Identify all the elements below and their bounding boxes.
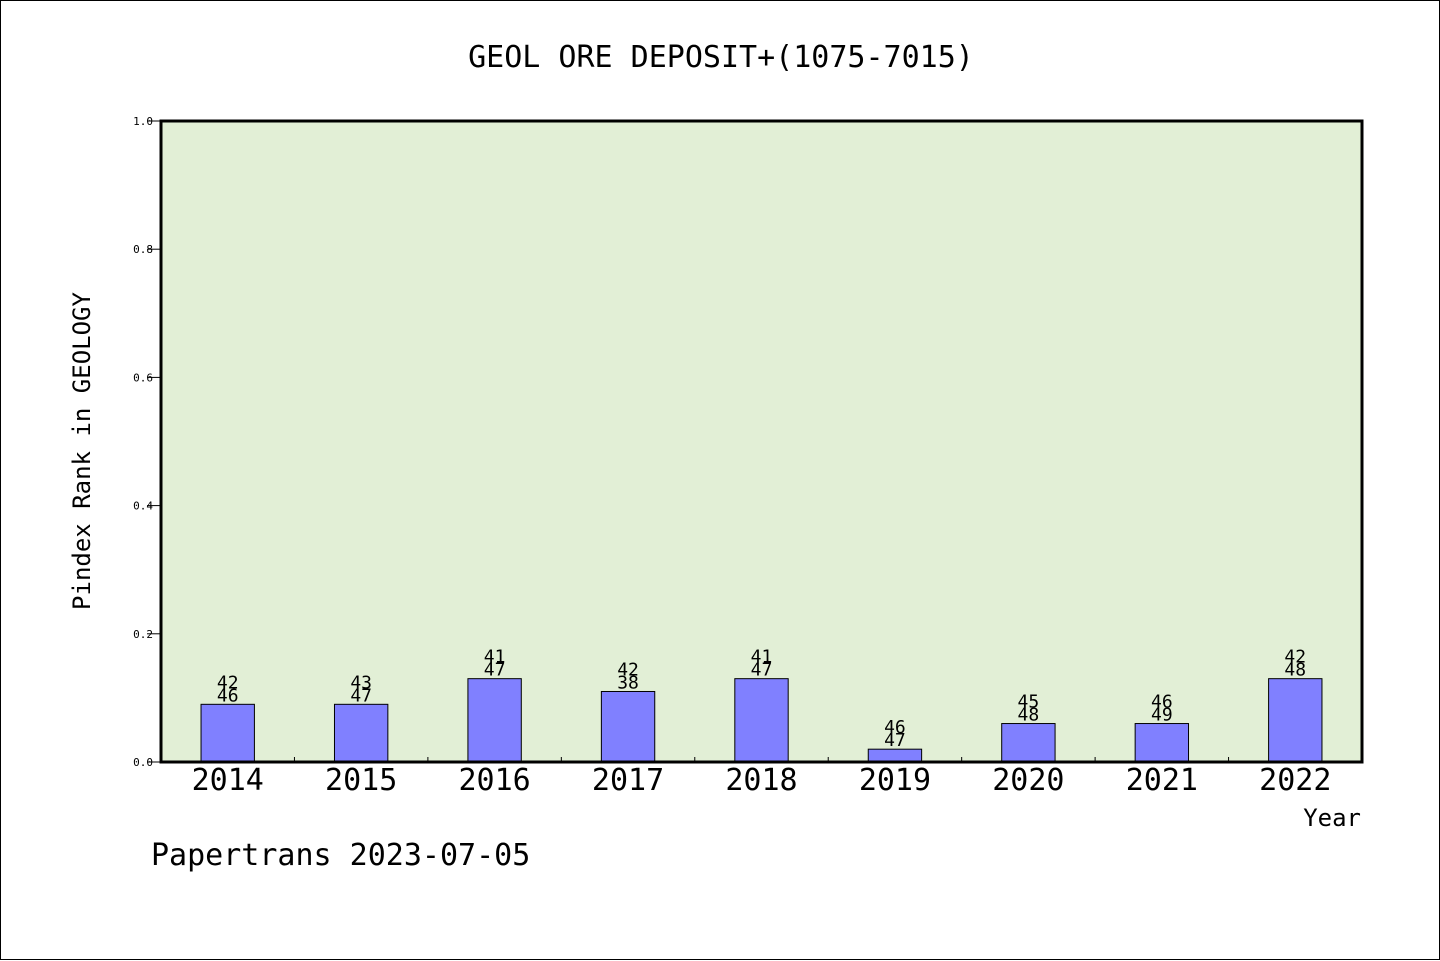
footer-credit: Papertrans 2023-07-05 (151, 838, 530, 873)
bar-label-top-2017: 42 (617, 659, 639, 680)
y-tick-label: 0.2 (133, 628, 153, 641)
x-tick-label-2019: 2019 (859, 763, 931, 798)
bar-label-top-2018: 41 (751, 647, 773, 668)
bar-2020 (1001, 723, 1056, 763)
plot-background (161, 121, 1362, 762)
x-tick-label-2021: 2021 (1126, 763, 1198, 798)
x-tick-label-2020: 2020 (992, 763, 1064, 798)
bar-label-top-2021: 46 (1151, 692, 1173, 713)
bar-label-top-2014: 42 (217, 672, 239, 693)
chart-title: GEOL ORE DEPOSIT+(1075-7015) (468, 40, 974, 75)
bar-label-top-2015: 43 (350, 672, 372, 693)
bar-label-top-2019: 46 (884, 717, 906, 738)
x-tick-label-2022: 2022 (1259, 763, 1331, 798)
bar-label-bottom-2019: 47 (884, 730, 906, 751)
bar-label-bottom-2022: 48 (1284, 660, 1306, 681)
bar-label-top-2020: 45 (1018, 692, 1040, 713)
bar-2022 (1268, 678, 1323, 763)
y-axis-label: Pindex Rank in GEOLOGY (68, 292, 96, 610)
y-tick-label: 0.6 (133, 371, 153, 384)
bar-2015 (333, 703, 389, 763)
bar-label-top-2022: 42 (1284, 647, 1306, 668)
x-tick-label-2017: 2017 (592, 763, 664, 798)
x-axis-label: Year (1303, 804, 1361, 832)
bar-label-bottom-2020: 48 (1018, 705, 1040, 726)
plot-border (159, 119, 1364, 764)
bar-label-bottom-2018: 47 (751, 660, 773, 681)
y-tick-label: 0.0 (133, 756, 153, 769)
x-tick-label-2015: 2015 (325, 763, 397, 798)
bar-2016 (467, 678, 522, 763)
bar-2018 (734, 678, 789, 763)
y-tick-label: 0.8 (133, 243, 153, 256)
y-tick-label: 1.0 (133, 115, 153, 128)
y-tick-label: 0.4 (133, 500, 153, 513)
bar-label-bottom-2017: 38 (617, 672, 639, 693)
x-tick-label-2016: 2016 (458, 763, 530, 798)
bar-2021 (1134, 723, 1190, 763)
bar-label-bottom-2016: 47 (484, 660, 506, 681)
bar-2017 (600, 690, 656, 763)
bar-label-bottom-2014: 46 (217, 685, 239, 706)
x-tick-label-2018: 2018 (725, 763, 797, 798)
bar-label-bottom-2021: 49 (1151, 705, 1173, 726)
bar-label-top-2016: 41 (484, 647, 506, 668)
bar-2014 (200, 703, 255, 763)
x-tick-label-2014: 2014 (192, 763, 264, 798)
bar-label-bottom-2015: 47 (350, 685, 372, 706)
